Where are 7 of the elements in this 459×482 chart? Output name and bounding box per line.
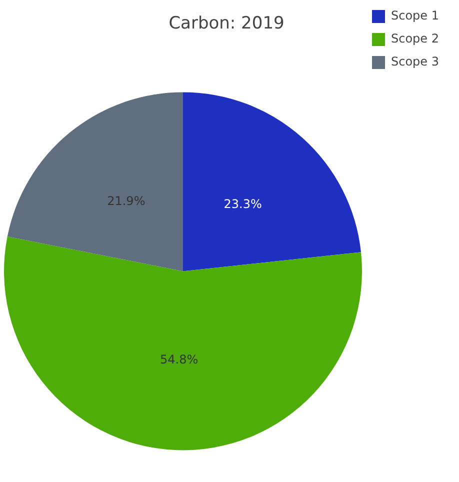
legend-label: Scope 3 bbox=[390, 54, 440, 69]
data-label: 54.8% bbox=[160, 352, 198, 367]
data-label: 23.3% bbox=[224, 196, 262, 211]
chart-title: Carbon: 2019 bbox=[168, 14, 284, 34]
legend-label: Scope 2 bbox=[390, 32, 440, 46]
data-label: 21.9% bbox=[107, 194, 146, 208]
legend-label: Scope 1 bbox=[390, 8, 440, 23]
